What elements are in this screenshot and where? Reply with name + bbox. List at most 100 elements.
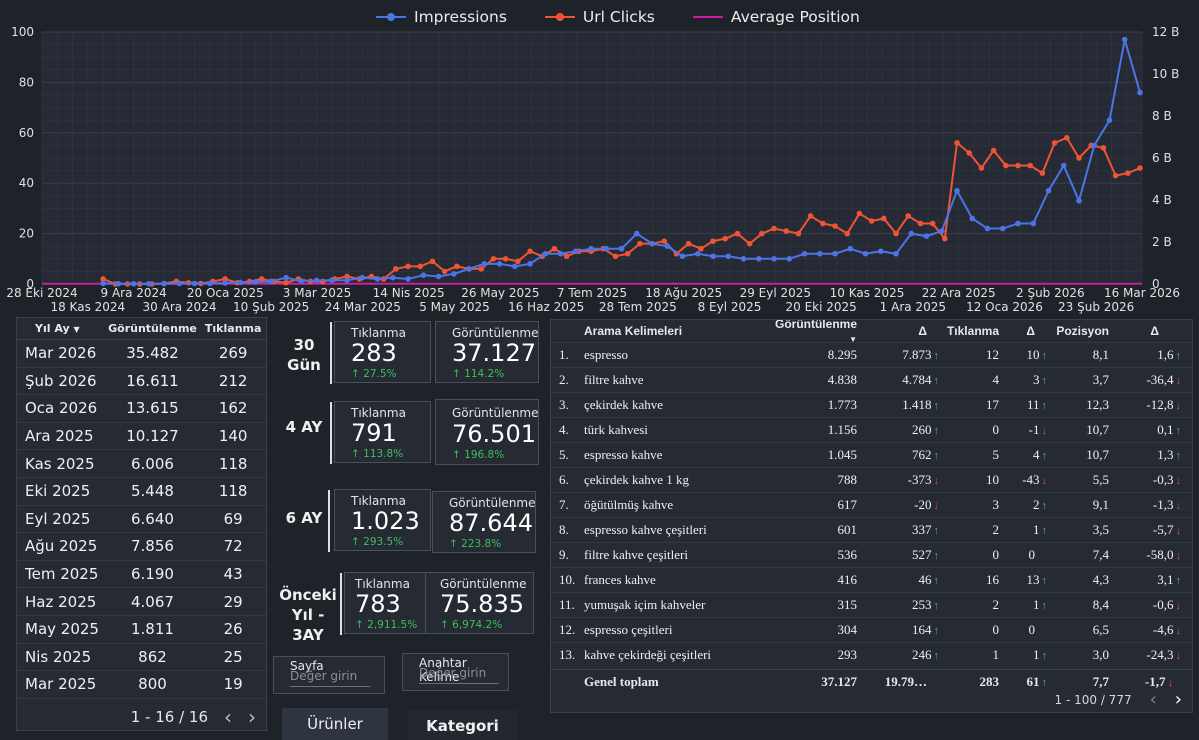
table-row[interactable]: Kas 2025 6.006 118: [17, 450, 266, 478]
series-impressions-point: [512, 263, 518, 270]
kpi-value: 1.023: [351, 507, 420, 535]
col-clicks[interactable]: Tıklanma: [204, 322, 262, 335]
kpi-divider: [330, 322, 332, 384]
kpi-delta: ↑ 114.2%: [452, 368, 505, 380]
cell-position-delta: 1,3 ↑: [1157, 447, 1181, 462]
col-impressions[interactable]: Görüntülenme: [108, 322, 197, 335]
table-row[interactable]: Mar 2026 35.482 269: [17, 340, 266, 368]
table-row[interactable]: Haz 2025 4.067 29: [17, 588, 266, 616]
category-button[interactable]: Kategori: [408, 710, 517, 740]
arrow-up-icon: ↑: [1041, 500, 1048, 512]
kpi-label: Görüntülenme: [452, 406, 539, 420]
keyword-filter-label: Anahtar Kelime: [419, 656, 467, 684]
cell-clicks: 118: [218, 482, 248, 501]
kpi-divider: [328, 490, 330, 552]
series-clicks-point: [966, 150, 973, 156]
table-row[interactable]: 12. espresso çeşitleri 304 164 ↑ 0 0 6,5 -4,6 ↓: [551, 617, 1192, 642]
series-impressions-point: [786, 255, 793, 262]
series-clicks-point: [612, 253, 619, 260]
legend-position[interactable]: Average Position: [692, 8, 860, 26]
legend-impressions-label: Impressions: [414, 8, 507, 26]
cell-year-month: Mar 2026: [25, 344, 97, 363]
col-year-month[interactable]: Yıl Ay ▼: [35, 322, 80, 335]
next-page-icon[interactable]: ›: [248, 705, 256, 729]
table-row[interactable]: 1. espresso 8.295 7.873 ↑ 12 10 ↑ 8,1 1,6 ↑: [551, 342, 1192, 367]
col-kw-impr-delta[interactable]: Δ: [918, 324, 927, 338]
page-filter-input[interactable]: Değer girin: [290, 669, 370, 687]
series-impressions-point: [755, 255, 762, 262]
cell-clicks-delta: 0: [1028, 547, 1036, 562]
cell-impressions: 4.067: [131, 592, 174, 611]
cell-impressions: 1.156: [827, 422, 857, 437]
table-row[interactable]: Ağu 2025 7.856 72: [17, 533, 266, 561]
cell-keyword: türk kahvesi: [584, 422, 648, 437]
cell-clicks-delta: 11 ↑: [1026, 397, 1048, 412]
cell-impressions: 5.448: [131, 482, 174, 501]
col-kw-impressions[interactable]: Görüntülenme ▼: [774, 319, 857, 344]
table-row[interactable]: Oca 2026 13.615 162: [17, 395, 266, 423]
col-kw-clicks-delta[interactable]: Δ: [1026, 324, 1035, 338]
table-row[interactable]: Nis 2025 862 25: [17, 644, 266, 672]
series-clicks-point: [100, 276, 106, 282]
series-impressions-point: [725, 253, 732, 260]
keyword-filter-input[interactable]: Değer girin: [419, 666, 499, 684]
series-clicks-point: [868, 218, 875, 224]
series-impressions-point: [999, 225, 1006, 232]
cell-impressions: 1.773: [827, 397, 857, 412]
table-row[interactable]: 13. kahve çekirdeği çeşitleri 293 246 ↑ 1 1 ↑ 3,…: [551, 642, 1192, 667]
legend-impressions[interactable]: Impressions: [376, 8, 507, 26]
series-clicks-point: [661, 238, 668, 244]
y2-tick-label: 2 B: [1152, 235, 1172, 249]
cell-clicks-delta: 1 ↑: [1033, 522, 1047, 537]
arrow-up-icon: ↑: [1041, 400, 1048, 412]
kw-prev-page-icon[interactable]: ‹: [1149, 689, 1157, 710]
table-row[interactable]: 9. filtre kahve çeşitleri 536 527 ↑ 0 0 7,4 -58,…: [551, 542, 1192, 567]
table-row[interactable]: 5. espresso kahve 1.045 762 ↑ 5 4 ↑ 10,7 1,3 ↑: [551, 442, 1192, 467]
cell-impressions: 35.482: [126, 344, 179, 363]
y2-tick-label: 8 B: [1152, 109, 1172, 123]
cell-year-month: Ara 2025: [25, 427, 94, 446]
cell-impr-delta: -373 ↓: [907, 472, 939, 487]
table-row[interactable]: 2. filtre kahve 4.838 4.784 ↑ 4 3 ↑ 3,7 -36,4 ↓: [551, 367, 1192, 392]
kpi-impr-30d: Görüntülenme 37.127 ↑ 114.2%: [435, 321, 539, 383]
series-clicks-point: [563, 253, 570, 260]
kpi-label: Tıklanma: [351, 326, 406, 340]
col-kw-clicks[interactable]: Tıklanma: [946, 324, 999, 338]
cell-clicks: 12: [986, 347, 999, 362]
kpi-label: Tıklanma: [351, 494, 406, 508]
cell-clicks: 0: [992, 422, 1000, 437]
table-row[interactable]: May 2025 1.811 26: [17, 616, 266, 644]
table-row[interactable]: 7. öğütülmüş kahve 617 -20 ↓ 3 2 ↑ 9,1 -1,3 ↓: [551, 492, 1192, 517]
table-row[interactable]: Eyl 2025 6.640 69: [17, 506, 266, 534]
table-row[interactable]: Tem 2025 6.190 43: [17, 561, 266, 589]
series-clicks-point: [1125, 170, 1131, 176]
cell-position-delta: -58,0 ↓: [1146, 547, 1181, 562]
series-impressions-point: [923, 233, 930, 239]
performance-chart: 0 20 40 60 80 100 0 2 B 4 B 6 B 8 B 10 B 12 B 28 Eki …: [0, 0, 1199, 316]
kw-next-page-icon[interactable]: ›: [1174, 689, 1182, 710]
table-row[interactable]: Eki 2025 5.448 118: [17, 478, 266, 506]
col-keyword[interactable]: Arama Kelimeleri: [584, 324, 683, 338]
table-row[interactable]: 6. çekirdek kahve 1 kg 788 -373 ↓ 10 -43 ↓ 5,5 -0…: [551, 467, 1192, 492]
products-button[interactable]: Ürünler: [282, 708, 388, 740]
col-kw-position-delta[interactable]: Δ: [1150, 324, 1159, 338]
col-kw-position[interactable]: Pozisyon: [1056, 324, 1109, 338]
prev-page-icon[interactable]: ‹: [224, 705, 232, 729]
table-row[interactable]: 11. yumuşak içim kahveler 315 253 ↑ 2 1 ↑ 8,4 -0,…: [551, 592, 1192, 617]
legend-clicks[interactable]: Url Clicks: [544, 8, 655, 26]
keyword-filter[interactable]: Anahtar Kelime Değer girin: [402, 653, 509, 691]
table-row[interactable]: 10. frances kahve 416 46 ↑ 16 13 ↑ 4,3 3,1 ↑: [551, 567, 1192, 592]
table-row[interactable]: Ara 2025 10.127 140: [17, 423, 266, 451]
table-row[interactable]: Şub 2026 16.611 212: [17, 368, 266, 396]
table-row[interactable]: Mar 2025 800 19: [17, 671, 266, 699]
table-row[interactable]: 8. espresso kahve çeşitleri 601 337 ↑ 2 1 ↑ 3,5 -…: [551, 517, 1192, 542]
series-impressions-point: [832, 250, 838, 257]
page-filter[interactable]: Sayfa Değer girin: [273, 656, 385, 694]
kpi-delta: ↑ 196.8%: [452, 449, 505, 461]
cell-impressions: 1.811: [131, 620, 174, 639]
cell-clicks: 4: [992, 372, 1000, 387]
arrow-down-icon: ↓: [1175, 375, 1182, 387]
table-row[interactable]: 3. çekirdek kahve 1.773 1.418 ↑ 17 11 ↑ 12,3 -12,…: [551, 392, 1192, 417]
cell-rank: 5.: [559, 447, 569, 462]
table-row[interactable]: 4. türk kahvesi 1.156 260 ↑ 0 -1 ↓ 10,7 0,1 ↑: [551, 417, 1192, 442]
